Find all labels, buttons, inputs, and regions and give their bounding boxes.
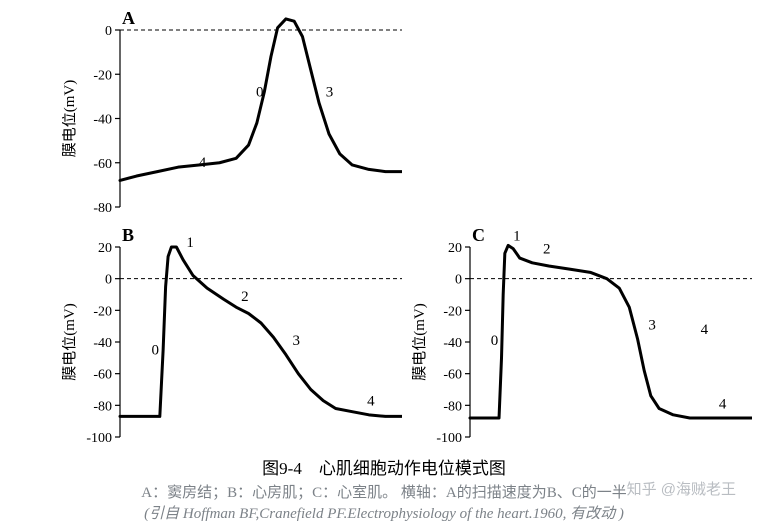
y-tick-label: 20 (98, 241, 112, 256)
phase-label-4: 4 (199, 155, 207, 171)
y-axis-label: 膜电位(mV) (62, 303, 78, 381)
panel-a: 0-20-40-60-80膜电位(mV)A034 (62, 8, 402, 213)
phase-label-2: 2 (241, 289, 249, 305)
phase-label-3: 3 (648, 317, 656, 333)
y-tick-label: -20 (93, 68, 112, 83)
phase-label-3: 3 (293, 333, 301, 349)
phase-label-0: 0 (152, 343, 160, 359)
phase-label-1: 1 (513, 229, 521, 245)
watermark-text: 知乎 @海贼老王 (627, 478, 736, 499)
y-tick-label: 0 (455, 273, 462, 288)
action-potential-curve (120, 247, 402, 416)
phase-label-0: 0 (256, 84, 264, 100)
y-tick-label: 20 (448, 241, 462, 256)
y-tick-label: -40 (443, 336, 462, 351)
y-tick-label: -20 (443, 304, 462, 319)
phase-label-4: 4 (719, 397, 727, 413)
y-tick-label: 0 (105, 24, 112, 39)
y-tick-label: -100 (86, 431, 112, 443)
y-tick-label: -40 (93, 113, 112, 128)
phase-label-2: 2 (543, 241, 551, 257)
y-tick-label: -40 (93, 336, 112, 351)
caption-title: 图9-4 心肌细胞动作电位模式图 (0, 454, 768, 479)
panel-label: C (472, 225, 485, 245)
y-tick-label: -60 (443, 368, 462, 383)
y-axis-label: 膜电位(mV) (412, 303, 428, 381)
y-tick-label: -60 (93, 157, 112, 172)
caption-citation: (引自 Hoffman BF,Cranefield PF.Electrophys… (0, 502, 768, 523)
y-tick-label: -80 (443, 399, 462, 414)
panel-label: A (122, 8, 135, 28)
phase-label-1: 1 (186, 235, 194, 251)
phase-label-0: 0 (491, 333, 499, 349)
y-tick-label: -20 (93, 304, 112, 319)
phase-label-4: 4 (701, 322, 709, 338)
y-tick-label: -80 (93, 201, 112, 213)
y-tick-label: -100 (436, 431, 462, 443)
y-axis-label: 膜电位(mV) (62, 80, 78, 158)
y-tick-label: 0 (105, 273, 112, 288)
action-potential-curve (470, 245, 752, 418)
panel-b: 20 0 -20 -40 -60 -80 -100 膜电位(mV) B 0 1 2 3 4 (62, 225, 402, 443)
y-tick-label: -60 (93, 368, 112, 383)
panel-label: B (122, 225, 134, 245)
phase-label-4: 4 (367, 393, 375, 409)
phase-label-3: 3 (326, 84, 334, 100)
y-tick-label: -80 (93, 399, 112, 414)
panel-c: 20 0 -20 -40 -60 -80 -100 膜电位(mV) C 0 1 2 3 4 4 (412, 225, 752, 443)
